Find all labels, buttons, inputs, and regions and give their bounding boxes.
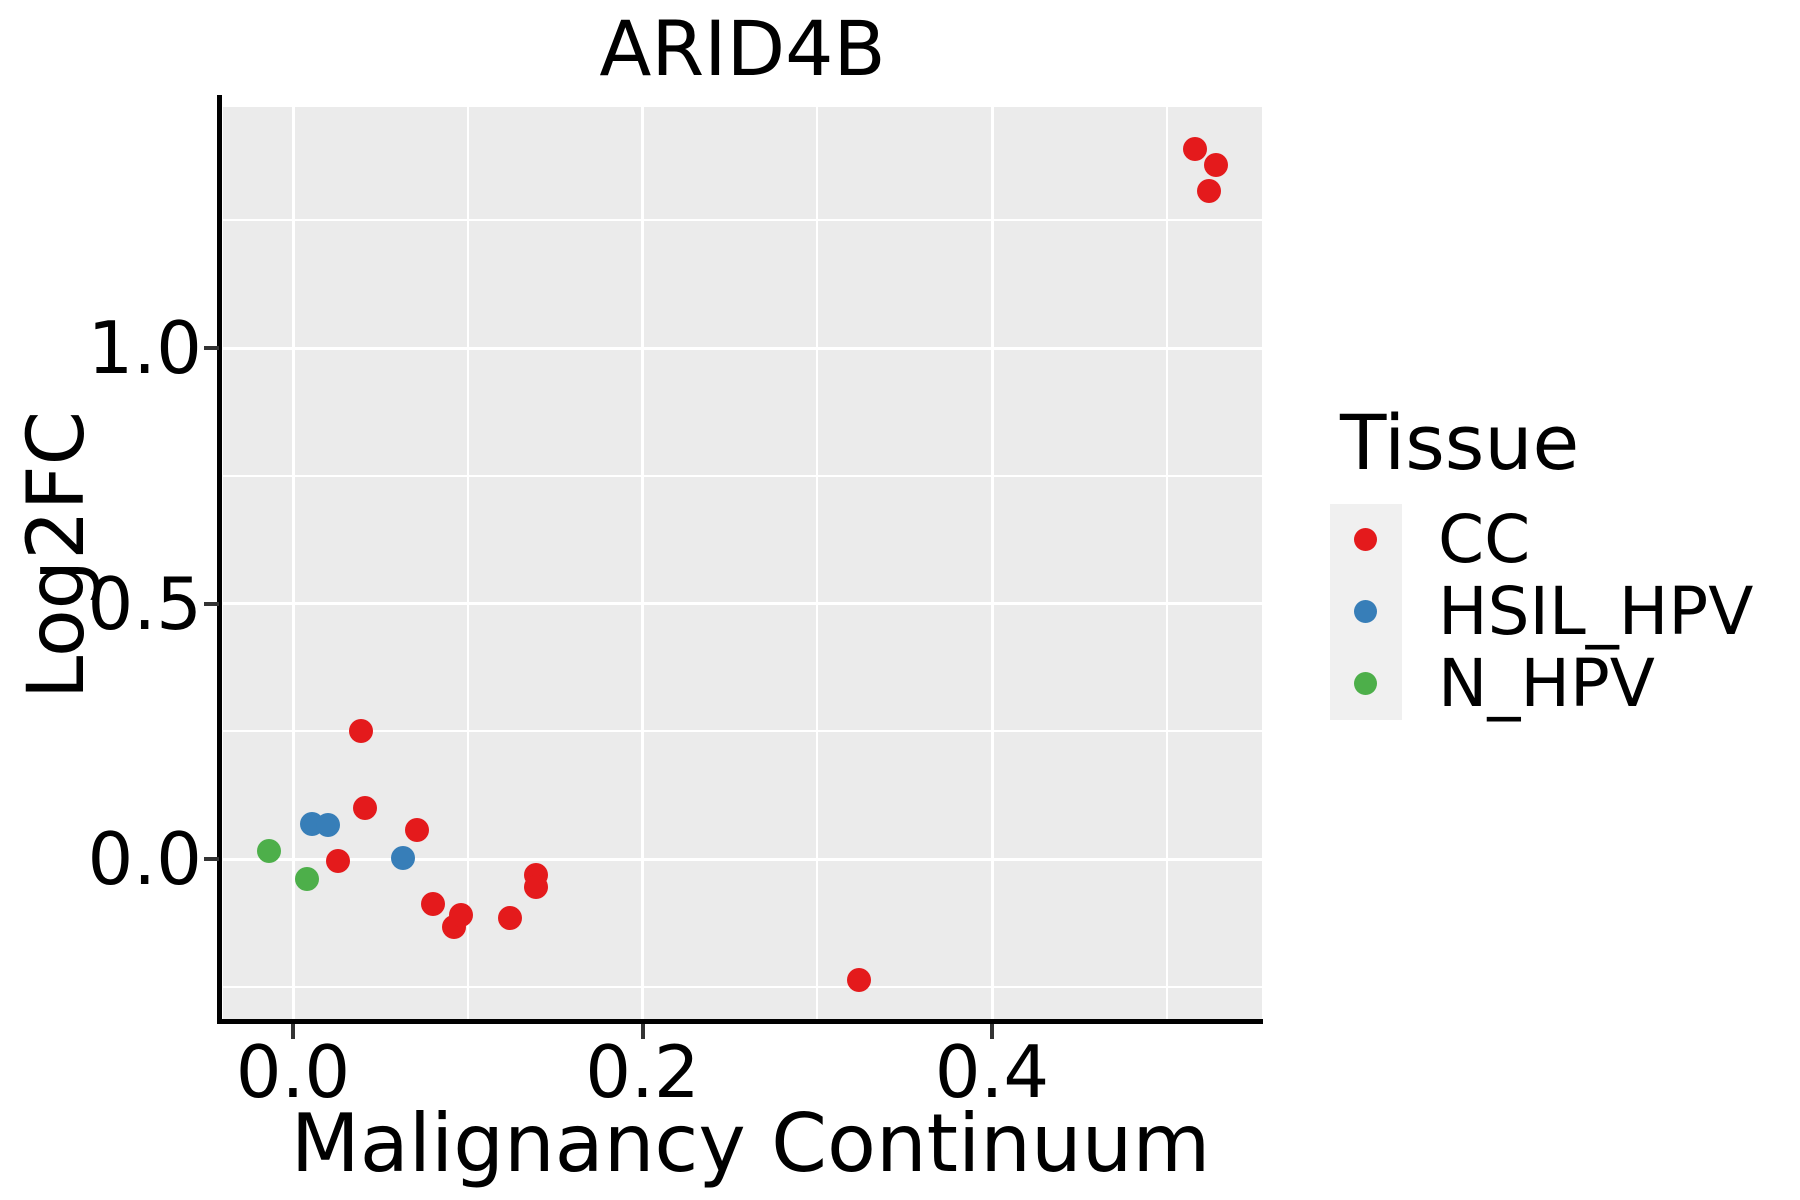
data-point-cc	[448, 903, 473, 928]
data-point-cc	[349, 719, 374, 744]
x-axis-line	[217, 1019, 1263, 1024]
y-tick-label: 0.5	[87, 561, 202, 646]
y-tick-mark	[204, 601, 219, 606]
legend-title: Tissue	[1340, 398, 1580, 487]
data-point-cc	[847, 968, 872, 993]
legend-dot-n_hpv	[1354, 672, 1377, 695]
y-tick-mark	[204, 857, 219, 861]
x-tick-mark	[291, 1024, 295, 1039]
y-tick-label: 0.0	[87, 817, 202, 901]
y-minor-gridline	[223, 985, 1262, 988]
y-axis-line	[217, 95, 222, 1024]
legend-item-label: CC	[1438, 501, 1531, 578]
x-major-gridline	[641, 107, 644, 1021]
x-tick-label: 0.0	[235, 1030, 351, 1114]
legend-item-cc: CC	[1330, 504, 1530, 576]
data-point-cc	[405, 817, 430, 842]
x-major-gridline	[990, 107, 994, 1021]
x-tick-label: 0.2	[585, 1030, 700, 1114]
x-minor-gridline	[466, 107, 469, 1021]
data-point-cc	[326, 849, 351, 874]
x-minor-gridline	[816, 107, 819, 1021]
y-minor-gridline	[223, 474, 1262, 477]
legend-key-box	[1330, 504, 1402, 576]
legend-dot-cc	[1354, 528, 1377, 551]
y-minor-gridline	[223, 219, 1262, 222]
data-point-cc	[1203, 153, 1228, 178]
data-point-cc	[1196, 179, 1221, 204]
y-tick-mark	[204, 346, 219, 350]
legend-item-hsil_hpv: HSIL_HPV	[1330, 576, 1753, 648]
y-major-gridline	[223, 602, 1262, 605]
data-point-n_hpv	[256, 838, 281, 863]
y-major-gridline	[223, 857, 1262, 861]
legend-key-box	[1330, 648, 1402, 720]
legend-item-label: N_HPV	[1438, 645, 1655, 722]
x-minor-gridline	[1165, 107, 1168, 1021]
x-tick-mark	[990, 1024, 994, 1039]
data-point-cc	[497, 906, 522, 931]
legend-key-box	[1330, 576, 1402, 648]
y-major-gridline	[223, 346, 1262, 350]
chart-title: ARID4B	[599, 4, 886, 93]
data-point-hsil_hpv	[315, 813, 340, 838]
y-minor-gridline	[223, 730, 1262, 733]
x-tick-mark	[640, 1024, 645, 1039]
legend-dot-hsil_hpv	[1354, 600, 1377, 623]
legend-item-label: HSIL_HPV	[1438, 573, 1754, 650]
x-axis-label: Malignancy Continuum	[290, 1097, 1211, 1190]
plot-panel	[223, 107, 1262, 1021]
data-point-cc	[352, 795, 377, 820]
data-point-cc	[420, 892, 445, 917]
legend-item-n_hpv: N_HPV	[1330, 648, 1655, 720]
data-point-hsil_hpv	[391, 846, 416, 871]
data-point-n_hpv	[294, 867, 319, 892]
data-point-cc	[523, 875, 548, 900]
data-point-cc	[1182, 137, 1207, 162]
x-tick-label: 0.4	[934, 1030, 1050, 1114]
y-tick-label: 1.0	[87, 306, 202, 390]
x-major-gridline	[291, 107, 295, 1021]
